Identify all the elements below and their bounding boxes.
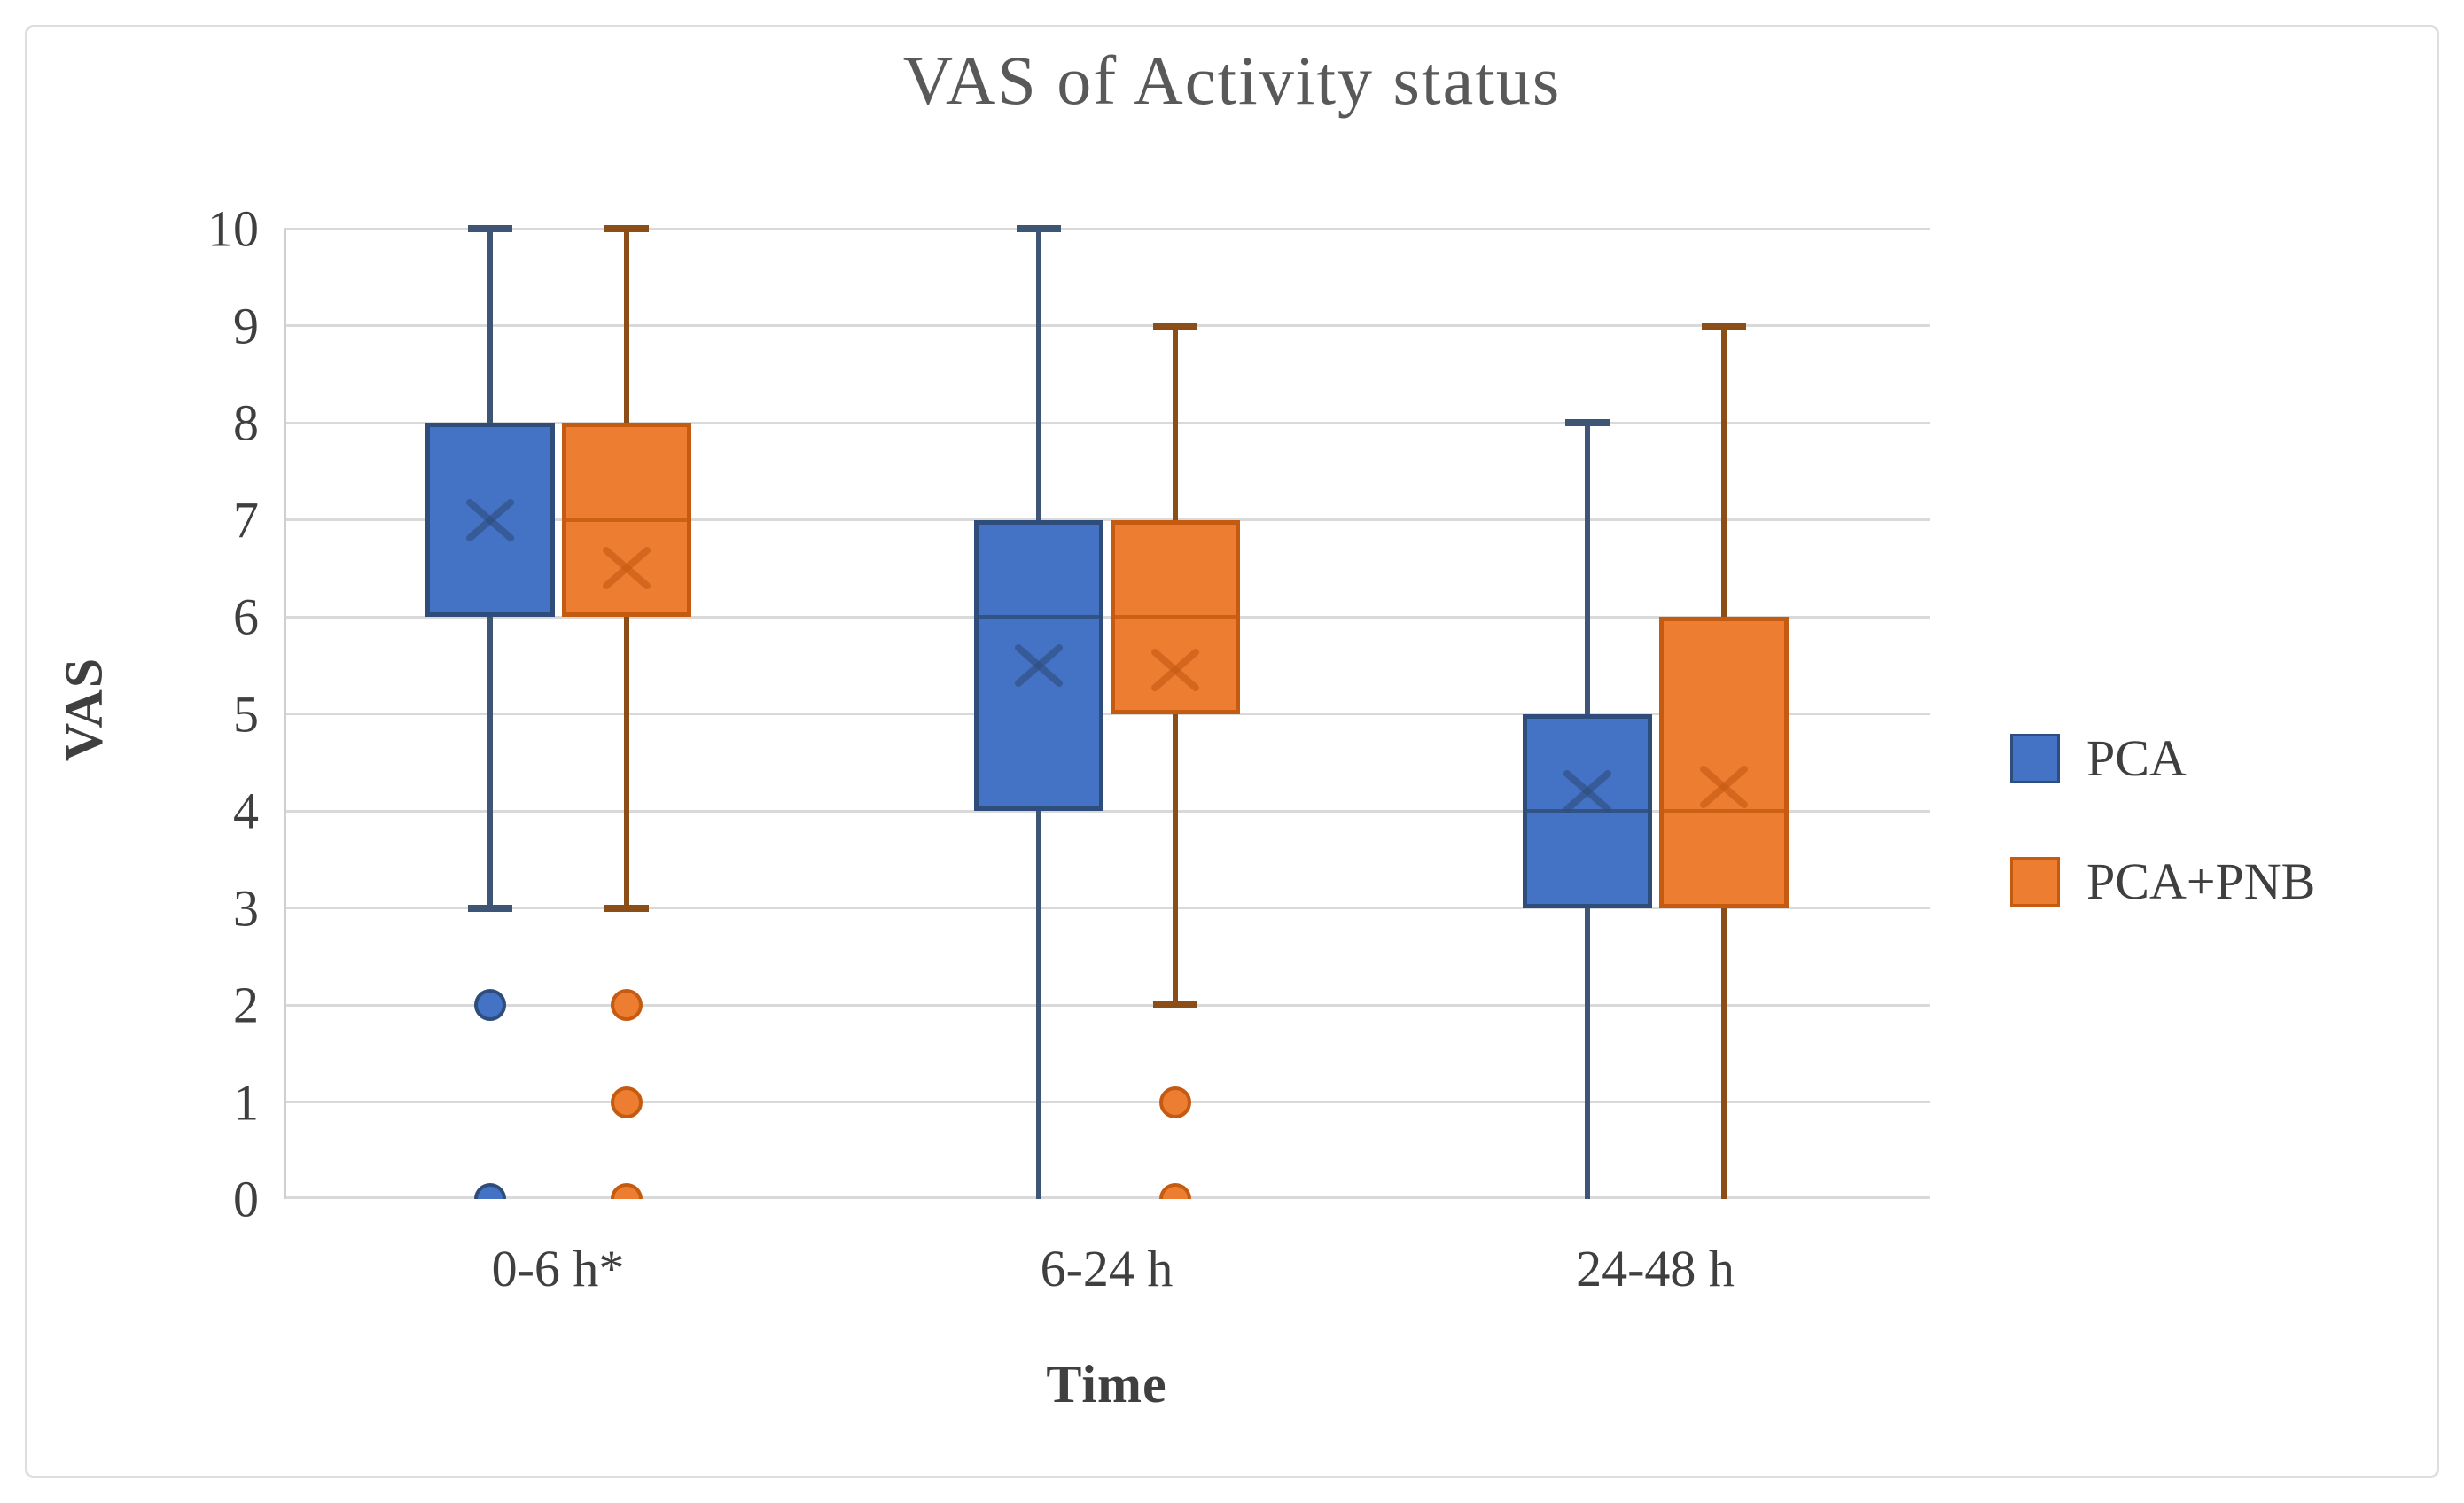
x-category-label-6-24-h: 6-24 h	[1040, 1240, 1174, 1297]
legend-label-pca-pnb: PCA+PNB	[2086, 853, 2316, 910]
mean-marker-pca-pnb-0-6-h[interactable]	[602, 546, 651, 590]
median-line-pca-6-24-h[interactable]	[973, 615, 1103, 619]
outlier-pca-pnb-6-24-h-val-0[interactable]	[1158, 1183, 1191, 1199]
y-tick-label-10: 10	[207, 199, 259, 258]
gridline-4	[284, 809, 1930, 813]
whisker-cap-lower-pca-0-6-h[interactable]	[467, 904, 512, 912]
legend-item-pca-pnb[interactable]: PCA+PNB	[2010, 852, 2315, 911]
median-line-pca-pnb-24-48-h[interactable]	[1658, 809, 1789, 813]
gridline-9	[284, 324, 1930, 327]
y-tick-label-2: 2	[233, 976, 259, 1034]
whisker-upper-pca-0-6-h[interactable]	[487, 229, 493, 423]
legend-item-pca[interactable]: PCA	[2010, 728, 2315, 788]
chart-title: VAS of Activity status	[902, 42, 1562, 119]
y-tick-label-1: 1	[233, 1073, 259, 1131]
y-tick-label-7: 7	[233, 491, 259, 549]
x-axis-title: Time	[1046, 1355, 1167, 1413]
legend-swatch-pca	[2010, 733, 2060, 783]
outlier-pca-pnb-0-6-h-val-2[interactable]	[610, 989, 643, 1021]
y-tick-label-6: 6	[233, 588, 259, 646]
y-tick-label-5: 5	[233, 685, 259, 743]
y-tick-label-9: 9	[233, 297, 259, 354]
mean-marker-pca-pnb-6-24-h[interactable]	[1150, 648, 1200, 692]
plot-area	[284, 160, 1930, 1199]
gridline-10	[284, 227, 1930, 230]
whisker-cap-upper-pca-pnb-0-6-h[interactable]	[604, 225, 649, 232]
x-category-label-0-6-h: 0-6 h*	[491, 1240, 625, 1297]
y-tick-label-4: 4	[233, 782, 259, 840]
mean-marker-pca-24-48-h[interactable]	[1563, 769, 1612, 814]
whisker-cap-upper-pca-6-24-h[interactable]	[1016, 225, 1061, 232]
whisker-upper-pca-pnb-24-48-h[interactable]	[1720, 325, 1727, 617]
y-tick-label-0: 0	[233, 1170, 259, 1228]
whisker-lower-pca-6-24-h[interactable]	[1035, 811, 1041, 1199]
x-category-label-24-48-h: 24-48 h	[1576, 1240, 1735, 1297]
median-line-pca-24-48-h[interactable]	[1522, 809, 1652, 813]
gridline-7	[284, 518, 1930, 521]
whisker-lower-pca-24-48-h[interactable]	[1584, 907, 1590, 1199]
gridline-1	[284, 1101, 1930, 1103]
mean-marker-pca-0-6-h[interactable]	[465, 498, 515, 542]
whisker-lower-pca-pnb-6-24-h[interactable]	[1172, 713, 1178, 1005]
whisker-cap-upper-pca-pnb-6-24-h[interactable]	[1152, 322, 1197, 330]
mean-marker-pca-pnb-24-48-h[interactable]	[1699, 765, 1749, 809]
gridline-5	[284, 713, 1930, 715]
whisker-lower-pca-pnb-0-6-h[interactable]	[623, 617, 629, 908]
outlier-pca-pnb-6-24-h-val-1[interactable]	[1158, 1086, 1191, 1118]
y-tick-label-8: 8	[233, 393, 259, 452]
legend: PCA PCA+PNB	[2010, 728, 2315, 911]
outlier-pca-pnb-0-6-h-val-0[interactable]	[610, 1183, 643, 1199]
y-axis-line	[284, 229, 286, 1199]
whisker-cap-upper-pca-24-48-h[interactable]	[1564, 419, 1610, 426]
whisker-cap-upper-pca-0-6-h[interactable]	[467, 225, 512, 232]
legend-swatch-pca-pnb	[2010, 856, 2060, 907]
y-axis-title: VAS	[54, 656, 113, 762]
whisker-upper-pca-pnb-0-6-h[interactable]	[623, 229, 629, 423]
whisker-lower-pca-0-6-h[interactable]	[487, 617, 493, 908]
whisker-upper-pca-6-24-h[interactable]	[1035, 229, 1041, 520]
median-line-pca-pnb-0-6-h[interactable]	[561, 518, 691, 522]
gridline-6	[284, 615, 1930, 619]
median-line-pca-pnb-6-24-h[interactable]	[1110, 615, 1240, 619]
whisker-lower-pca-pnb-24-48-h[interactable]	[1720, 907, 1727, 1199]
mean-marker-pca-6-24-h[interactable]	[1014, 643, 1064, 688]
whisker-cap-lower-pca-pnb-6-24-h[interactable]	[1152, 1001, 1197, 1008]
outlier-pca-0-6-h-val-2[interactable]	[473, 989, 506, 1021]
gridline-0	[284, 1196, 1930, 1199]
gridline-8	[284, 421, 1930, 424]
whisker-upper-pca-pnb-6-24-h[interactable]	[1172, 325, 1178, 520]
outlier-pca-pnb-0-6-h-val-1[interactable]	[610, 1086, 643, 1118]
whisker-upper-pca-24-48-h[interactable]	[1584, 423, 1590, 714]
box-pca-pnb-24-48-h[interactable]	[1658, 617, 1789, 908]
y-tick-label-3: 3	[233, 879, 259, 937]
legend-label-pca: PCA	[2086, 729, 2187, 787]
outlier-pca-0-6-h-val-0[interactable]	[473, 1183, 506, 1199]
gridline-2	[284, 1003, 1930, 1007]
whisker-cap-lower-pca-pnb-0-6-h[interactable]	[604, 904, 649, 912]
whisker-cap-upper-pca-pnb-24-48-h[interactable]	[1701, 322, 1746, 330]
gridline-3	[284, 907, 1930, 909]
